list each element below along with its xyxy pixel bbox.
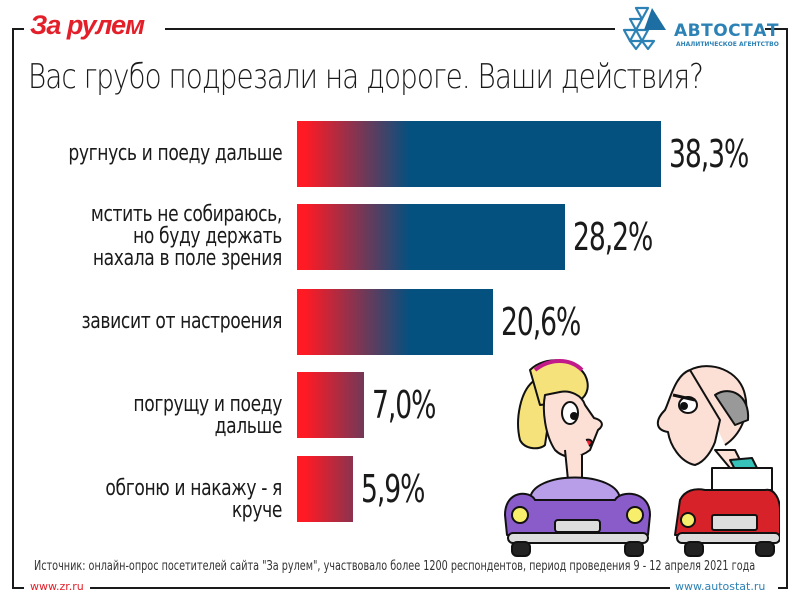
zr-url-link[interactable]: www.zr.ru [30, 580, 84, 593]
man-driver-illustration [656, 365, 780, 557]
frame-line [786, 28, 788, 589]
frame-line [165, 28, 615, 30]
frame-line [778, 587, 788, 589]
frame-line [12, 28, 24, 30]
frame-line [12, 28, 14, 589]
bar [297, 204, 565, 270]
autostat-logo: АВТОСТАТ АНАЛИТИЧЕСКОЕ АГЕНТСТВО [622, 5, 779, 51]
bar [297, 121, 661, 187]
value-label: 38,3% [669, 132, 749, 176]
category-label: зависит от настроения [81, 309, 282, 334]
source-note: Источник: онлайн-опрос посетителей сайта… [34, 559, 756, 574]
category-label: мстить не собираюсь, но буду держать нах… [90, 202, 282, 271]
frame-line [90, 587, 670, 589]
value-label: 20,6% [501, 300, 581, 344]
bar [297, 289, 493, 355]
bar [297, 372, 364, 438]
category-label: ругнусь и поеду дальше [68, 141, 282, 166]
category-label: обгоню и накажу - я круче [105, 476, 282, 523]
value-label: 28,2% [573, 215, 653, 259]
za-rulem-logo: За рулем [30, 10, 145, 40]
value-label: 5,9% [361, 467, 425, 511]
category-label: погрущу и поеду дальше [133, 392, 282, 439]
autostat-hexagon-icon [622, 6, 666, 51]
woman-driver-illustration [504, 359, 651, 557]
autostat-name: АВТОСТАТ [674, 21, 779, 41]
bar [297, 456, 353, 522]
frame-line [12, 587, 24, 589]
autostat-url-link[interactable]: www.autostat.ru [675, 580, 766, 593]
value-label: 7,0% [372, 383, 436, 427]
frame-line [765, 28, 788, 30]
autostat-subtitle: АНАЛИТИЧЕСКОЕ АГЕНТСТВО [676, 41, 779, 48]
chart-title: Вас грубо подрезали на дороге. Ваши дейс… [28, 57, 704, 97]
cartoon-illustration [504, 359, 780, 557]
